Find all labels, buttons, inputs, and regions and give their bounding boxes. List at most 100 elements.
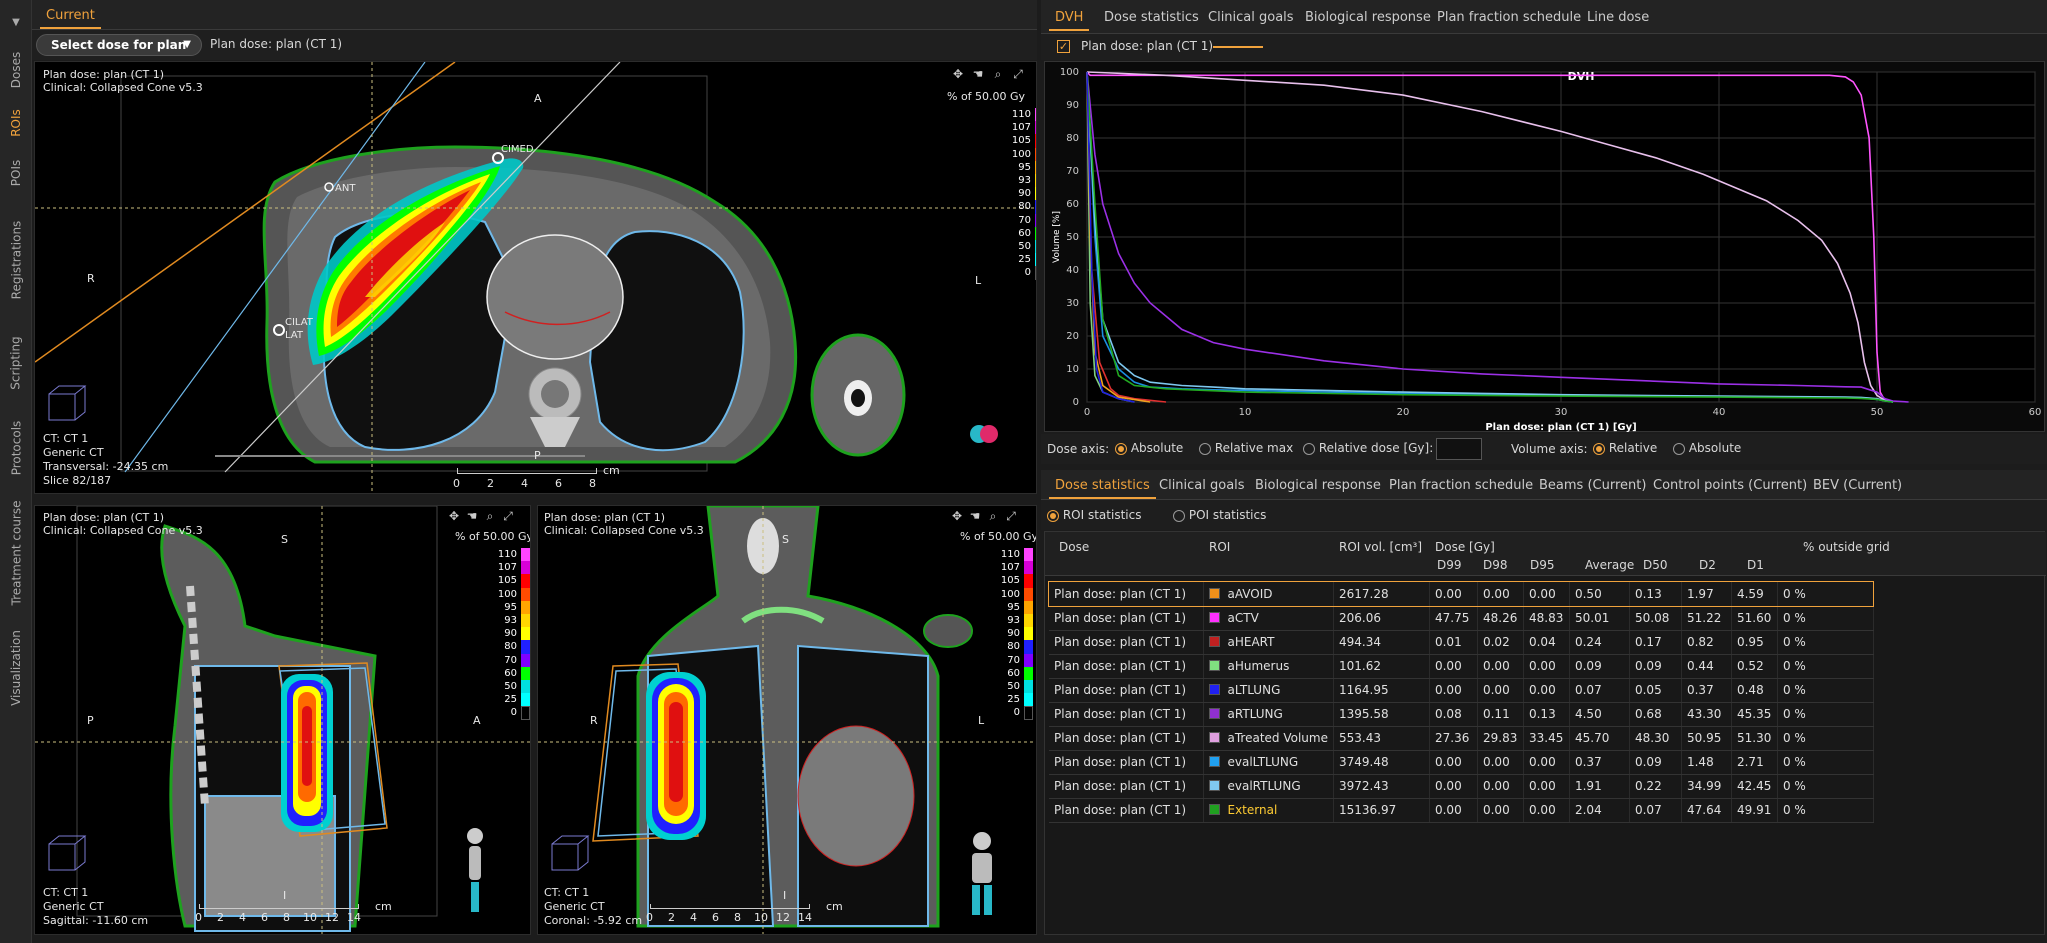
colorbar-swatch — [1035, 266, 1036, 280]
cell-roi-vol: 206.06 — [1333, 606, 1430, 631]
sagittal-fullscreen-icon[interactable]: ⤢ — [503, 509, 513, 523]
poi-label-cilat: CILAT — [285, 317, 313, 328]
tab-current[interactable]: Current — [40, 8, 101, 29]
colorbar-swatch — [521, 680, 530, 694]
cell-d50: 48.30 — [1629, 726, 1682, 751]
coronal-zoom-icon[interactable]: ⌕ — [989, 509, 997, 523]
sagittal-hand-icon[interactable]: ☚ — [466, 509, 478, 523]
zoom-icon[interactable]: ⌕ — [994, 67, 1002, 81]
cell-roi: aHumerus — [1203, 654, 1334, 679]
coronal-fullscreen-icon[interactable]: ⤢ — [1006, 509, 1016, 523]
tab-stats-biological-response[interactable]: Biological response — [1255, 478, 1381, 493]
col-header-d95[interactable]: D95 — [1530, 558, 1555, 572]
cell-roi-vol: 553.43 — [1333, 726, 1430, 751]
table-row[interactable]: Plan dose: plan (CT 1) evalRTLUNG 3972.43 0… — [1049, 774, 1874, 799]
col-header-d1[interactable]: D1 — [1747, 558, 1764, 572]
pan-icon[interactable]: ✥ — [952, 67, 964, 81]
dose-axis-relative-max[interactable]: Relative max — [1199, 441, 1293, 455]
tab-line-dose[interactable]: Line dose — [1587, 10, 1650, 25]
orient-anterior: A — [534, 92, 542, 105]
table-row[interactable]: Plan dose: plan (CT 1) aLTLUNG 1164.95 0.00… — [1049, 678, 1874, 703]
dvh-axis-controls: Dose axis: Absolute Relative max Relativ… — [1041, 434, 2047, 464]
dose-axis-relative-dose[interactable]: Relative dose [Gy]: — [1303, 441, 1433, 455]
cell-d95: 0.00 — [1523, 798, 1570, 823]
select-dose-button[interactable]: Select dose for plan ▼ — [36, 34, 202, 56]
cell-d99: 0.08 — [1429, 702, 1478, 727]
dvh-plan-checkbox[interactable]: ✓ — [1057, 40, 1070, 53]
tab-plan-fraction-schedule[interactable]: Plan fraction schedule — [1437, 10, 1582, 25]
poi-statistics-radio[interactable]: POI statistics — [1173, 508, 1266, 522]
colorbar-label: 100 — [1000, 588, 1020, 600]
tab-biological-response[interactable]: Biological response — [1305, 10, 1431, 25]
tab-dvh[interactable]: DVH — [1048, 10, 1091, 31]
cell-dose: Plan dose: plan (CT 1) — [1049, 702, 1204, 727]
sagittal-mannequin-icon — [467, 828, 483, 912]
table-row[interactable]: Plan dose: plan (CT 1) aHEART 494.34 0.01 0.… — [1049, 630, 1874, 655]
dvh-chart[interactable]: 0 10 20 30 40 50 60 0 10 20 30 40 50 60 70 80 90 100 DVH Pl… — [1044, 61, 2045, 433]
tab-stats-beams[interactable]: Beams (Current) — [1539, 478, 1647, 493]
volume-axis-absolute[interactable]: Absolute — [1673, 441, 1741, 455]
cell-roi: evalRTLUNG — [1203, 774, 1334, 799]
table-row[interactable]: Plan dose: plan (CT 1) evalLTLUNG 3749.48 0… — [1049, 750, 1874, 775]
tab-dose-statistics[interactable]: Dose statistics — [1104, 10, 1199, 25]
col-header-d98[interactable]: D98 — [1483, 558, 1508, 572]
sagittal-colorbar: 110 107 105 100 95 93 90 80 70 60 50 25 0 — [498, 548, 530, 720]
hand-icon[interactable]: ☚ — [972, 67, 984, 81]
coronal-hand-icon[interactable]: ☚ — [969, 509, 981, 523]
tab-stats-control-points[interactable]: Control points (Current) — [1653, 478, 1808, 493]
table-row[interactable]: Plan dose: plan (CT 1) External 15136.97 0.… — [1049, 798, 1874, 823]
table-row[interactable]: Plan dose: plan (CT 1) aAVOID 2617.28 0.00 0… — [1047, 581, 1875, 607]
transversal-view[interactable]: Plan dose: plan (CT 1) Clinical: Collaps… — [34, 61, 1037, 494]
roi-color-swatch — [1208, 684, 1220, 695]
table-row[interactable]: Plan dose: plan (CT 1) aHumerus 101.62 0.00… — [1049, 654, 1874, 679]
vtab-rois[interactable]: ROIs — [8, 108, 23, 137]
colorbar-label: 95 — [1018, 161, 1031, 173]
tab-stats-plan-fraction-schedule[interactable]: Plan fraction schedule — [1389, 478, 1534, 493]
sagittal-pan-icon[interactable]: ✥ — [448, 509, 460, 523]
coronal-pan-icon[interactable]: ✥ — [951, 509, 963, 523]
relative-dose-input[interactable] — [1436, 438, 1482, 460]
sagittal-view[interactable]: Plan dose: plan (CT 1) Clinical: Collaps… — [34, 505, 531, 935]
colorbar-label: 107 — [1011, 122, 1031, 134]
col-header-roi[interactable]: ROI — [1209, 540, 1231, 554]
vtab-doses[interactable]: Doses — [9, 51, 23, 89]
radio-on-icon — [1115, 442, 1127, 455]
dose-axis-absolute[interactable]: Absolute — [1115, 441, 1183, 455]
roi-statistics-radio[interactable]: ROI statistics — [1047, 508, 1141, 522]
vtab-treatment-course[interactable]: Treatment course — [9, 500, 23, 605]
vtab-registrations[interactable]: Registrations — [9, 220, 23, 300]
table-row[interactable]: Plan dose: plan (CT 1) aCTV 206.06 47.75 48.… — [1049, 606, 1874, 631]
table-row[interactable]: Plan dose: plan (CT 1) aRTLUNG 1395.58 0.08… — [1049, 702, 1874, 727]
col-header-average[interactable]: Average — [1585, 558, 1635, 572]
col-header-d50[interactable]: D50 — [1643, 558, 1668, 572]
colorbar-label: 95 — [1007, 601, 1020, 613]
colorbar-label: 0 — [1024, 267, 1031, 279]
vtab-scripting[interactable]: Scripting — [9, 335, 23, 390]
vtab-pois[interactable]: POIs — [8, 159, 23, 186]
sagittal-zoom-icon[interactable]: ⌕ — [486, 509, 494, 523]
col-header-d99[interactable]: D99 — [1437, 558, 1462, 572]
tab-stats-clinical-goals[interactable]: Clinical goals — [1159, 478, 1245, 493]
colorbar-label: 105 — [1011, 135, 1031, 147]
roi-name: aCTV — [1227, 611, 1259, 625]
table-row[interactable]: Plan dose: plan (CT 1) aTreated Volume 553… — [1049, 726, 1874, 751]
coronal-slice-info: Coronal: -5.92 cm — [544, 914, 643, 927]
fullscreen-icon[interactable]: ⤢ — [1013, 67, 1023, 81]
cell-d95: 33.45 — [1523, 726, 1570, 751]
tab-stats-bev[interactable]: BEV (Current) — [1813, 478, 1903, 493]
col-header-outside-grid[interactable]: % outside grid — [1803, 540, 1890, 554]
radio-off-icon — [1303, 442, 1315, 455]
tab-stats-dose-statistics[interactable]: Dose statistics — [1049, 478, 1156, 499]
cell-d95: 0.00 — [1523, 750, 1570, 775]
col-header-dose[interactable]: Dose — [1059, 540, 1090, 554]
dose-statistics-table: Plan dose: plan (CT 1) aAVOID 2617.28 0.00 0… — [1047, 581, 1875, 823]
vtab-visualization[interactable]: Visualization — [9, 629, 24, 706]
volume-axis-relative[interactable]: Relative — [1593, 441, 1657, 455]
collapse-arrow-icon[interactable]: ▼ — [12, 16, 20, 28]
cell-roi-vol: 494.34 — [1333, 630, 1430, 655]
col-header-d2[interactable]: D2 — [1699, 558, 1716, 572]
col-header-roi-vol[interactable]: ROI vol. [cm³] — [1339, 540, 1423, 554]
tab-clinical-goals[interactable]: Clinical goals — [1208, 10, 1294, 25]
coronal-view[interactable]: Plan dose: plan (CT 1) Clinical: Collaps… — [537, 505, 1037, 935]
vtab-protocols[interactable]: Protocols — [9, 420, 24, 475]
